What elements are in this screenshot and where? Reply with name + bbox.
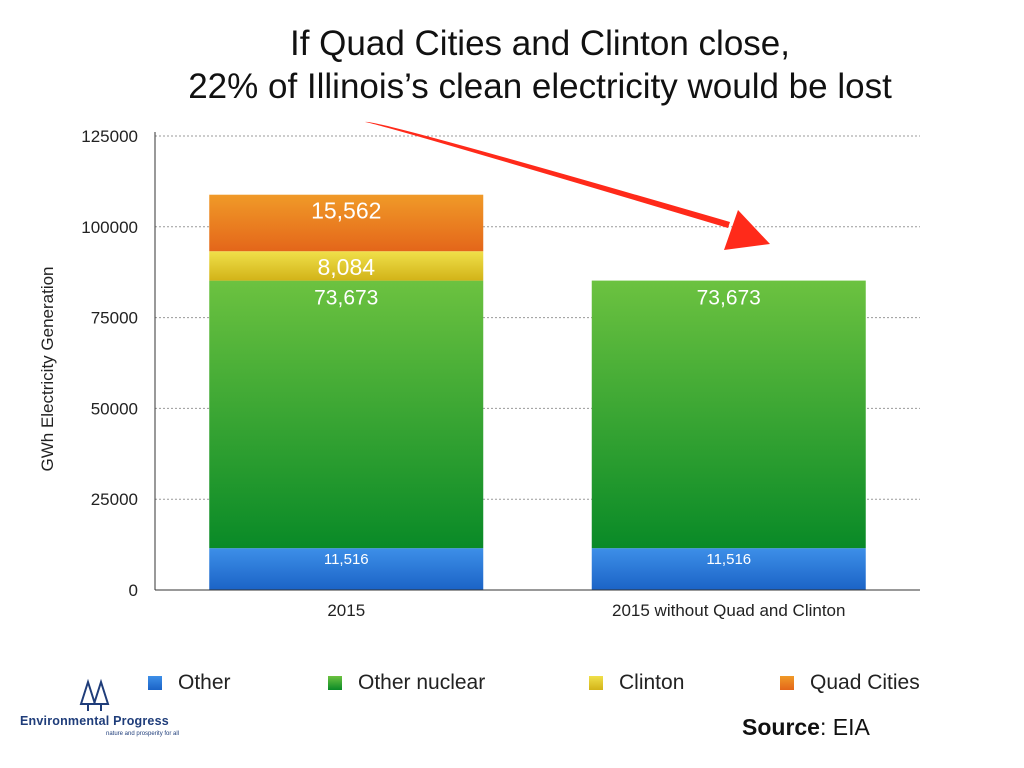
legend-label: Clinton bbox=[619, 671, 685, 694]
legend: Other Other nuclear Clinton Quad Cities bbox=[0, 670, 1024, 700]
source-note: Source: EIA bbox=[742, 714, 870, 741]
chart-title-line-2: 22% of Illinois’s clean electricity woul… bbox=[188, 67, 892, 106]
stacked-bar-chart: 11,516 73,673 8,084 15,562 11,516 73,673 0 250… bbox=[38, 121, 920, 620]
bar-segment-other bbox=[209, 548, 484, 590]
legend-swatch bbox=[148, 676, 162, 690]
legend-item: Other nuclear bbox=[328, 670, 485, 696]
y-tick-label: 50000 bbox=[91, 399, 138, 418]
data-label: 15,562 bbox=[311, 198, 381, 224]
logo-name: Environmental Progress bbox=[20, 714, 169, 728]
data-label: 73,673 bbox=[314, 287, 378, 310]
source-label: Source bbox=[742, 714, 820, 740]
legend-label: Other bbox=[178, 671, 231, 694]
arrow-shaft bbox=[365, 121, 730, 228]
data-label: 11,516 bbox=[324, 551, 369, 568]
chart-title-line-1: If Quad Cities and Clinton close, bbox=[290, 24, 790, 63]
logo-tagline: nature and prosperity for all bbox=[106, 731, 180, 737]
bar-segment-other bbox=[591, 548, 866, 590]
bars bbox=[209, 194, 866, 590]
x-category-label: 2015 bbox=[327, 601, 365, 620]
environmental-progress-logo: Environmental Progress nature and prospe… bbox=[20, 678, 180, 738]
y-tick-label: 0 bbox=[129, 581, 138, 600]
source-value: : EIA bbox=[819, 714, 870, 740]
y-tick-label: 75000 bbox=[91, 309, 138, 328]
bar-segment-other-nuclear bbox=[591, 280, 866, 549]
annotation-arrow bbox=[365, 121, 770, 250]
y-tick-label: 100000 bbox=[81, 218, 138, 237]
y-axis-label: GWh Electricity Generation bbox=[38, 266, 57, 471]
legend-swatch bbox=[780, 676, 794, 690]
bar-segment-quad-cities bbox=[209, 194, 484, 252]
legend-item: Other bbox=[148, 670, 231, 696]
y-tick-label: 25000 bbox=[91, 490, 138, 509]
x-category-label: 2015 without Quad and Clinton bbox=[612, 601, 845, 620]
data-label: 11,516 bbox=[706, 551, 751, 568]
data-label: 73,673 bbox=[697, 287, 761, 310]
legend-item: Quad Cities bbox=[780, 670, 920, 696]
arrow-head bbox=[724, 210, 770, 250]
twin-trees-icon bbox=[79, 678, 110, 711]
data-label: 8,084 bbox=[317, 254, 375, 280]
legend-label: Quad Cities bbox=[810, 671, 920, 694]
legend-swatch bbox=[328, 676, 342, 690]
axes: 0 25000 50000 75000 100000 125000 GWh Electric… bbox=[38, 127, 920, 620]
bar-segment-other-nuclear bbox=[209, 280, 484, 549]
chart-title: If Quad Cities and Clinton close, 22% of… bbox=[0, 22, 1024, 108]
legend-item: Clinton bbox=[589, 670, 684, 696]
y-tick-label: 125000 bbox=[81, 127, 138, 146]
data-labels: 11,516 73,673 8,084 15,562 11,516 73,673 bbox=[311, 198, 761, 568]
legend-label: Other nuclear bbox=[358, 671, 486, 694]
bar-segment-clinton bbox=[209, 251, 484, 281]
legend-swatch bbox=[589, 676, 603, 690]
